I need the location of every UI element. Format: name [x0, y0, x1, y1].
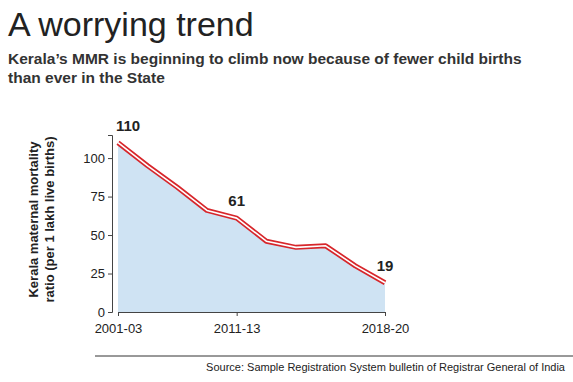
x-tick-label: 2018-20 — [362, 321, 410, 336]
y-tick: 50 — [91, 228, 112, 243]
y-tick-mark — [108, 312, 112, 313]
x-tick-mark — [237, 312, 238, 316]
y-tick-mark — [108, 197, 112, 198]
x-axis-line — [119, 313, 386, 317]
x-tick-label: 2001-03 — [95, 321, 143, 336]
x-tick: 2011-13 — [214, 312, 261, 336]
y-tick: 0 — [98, 305, 112, 320]
separator — [95, 356, 573, 357]
y-tick-mark — [108, 158, 112, 159]
y-tick-label: 50 — [91, 228, 105, 243]
data-labels: 110 61 19 — [116, 117, 393, 274]
line-inner — [118, 143, 385, 283]
y-tick: 75 — [91, 189, 112, 204]
chart: A worrying trend Kerala’s MMR is beginnin… — [0, 0, 573, 382]
x-tick-label: 2011-13 — [214, 321, 261, 336]
title: A worrying trend — [8, 5, 254, 43]
y-tick: 100 — [83, 151, 112, 166]
x-axis: 2001-03 2011-13 2018-20 — [95, 312, 410, 336]
text-line: than ever in the State — [8, 69, 165, 86]
data-label: 110 — [116, 117, 140, 134]
data-label: 19 — [377, 257, 394, 274]
y-tick-label: 25 — [91, 266, 105, 281]
y-tick-label: 75 — [91, 189, 105, 204]
x-tick: 2001-03 — [95, 312, 143, 336]
text-line: Kerala maternal mortality — [26, 141, 41, 298]
x-tick-mark — [385, 312, 386, 316]
y-tick: 25 — [91, 266, 112, 281]
text-line: Kerala’s MMR is beginning to climb now b… — [8, 50, 522, 67]
area — [118, 143, 385, 312]
y-axis-line — [108, 136, 113, 313]
y-axis-title: Kerala maternal mortalityratio (per 1 la… — [26, 136, 57, 302]
y-axis: 0 25 50 75 100 — [83, 136, 112, 320]
text-line: ratio (per 1 lakh live births) — [42, 136, 57, 302]
x-tick: 2018-20 — [362, 312, 410, 336]
y-tick-label: 0 — [98, 305, 105, 320]
plot-area — [118, 143, 385, 312]
line — [118, 143, 385, 283]
y-tick-mark — [108, 274, 112, 275]
data-label: 61 — [228, 192, 245, 209]
subtitle: Kerala’s MMR is beginning to climb now b… — [8, 50, 522, 86]
source: Source: Sample Registration System bulle… — [206, 361, 566, 373]
y-tick-label: 100 — [83, 151, 105, 166]
y-tick-mark — [108, 235, 112, 236]
x-tick-mark — [118, 312, 119, 316]
